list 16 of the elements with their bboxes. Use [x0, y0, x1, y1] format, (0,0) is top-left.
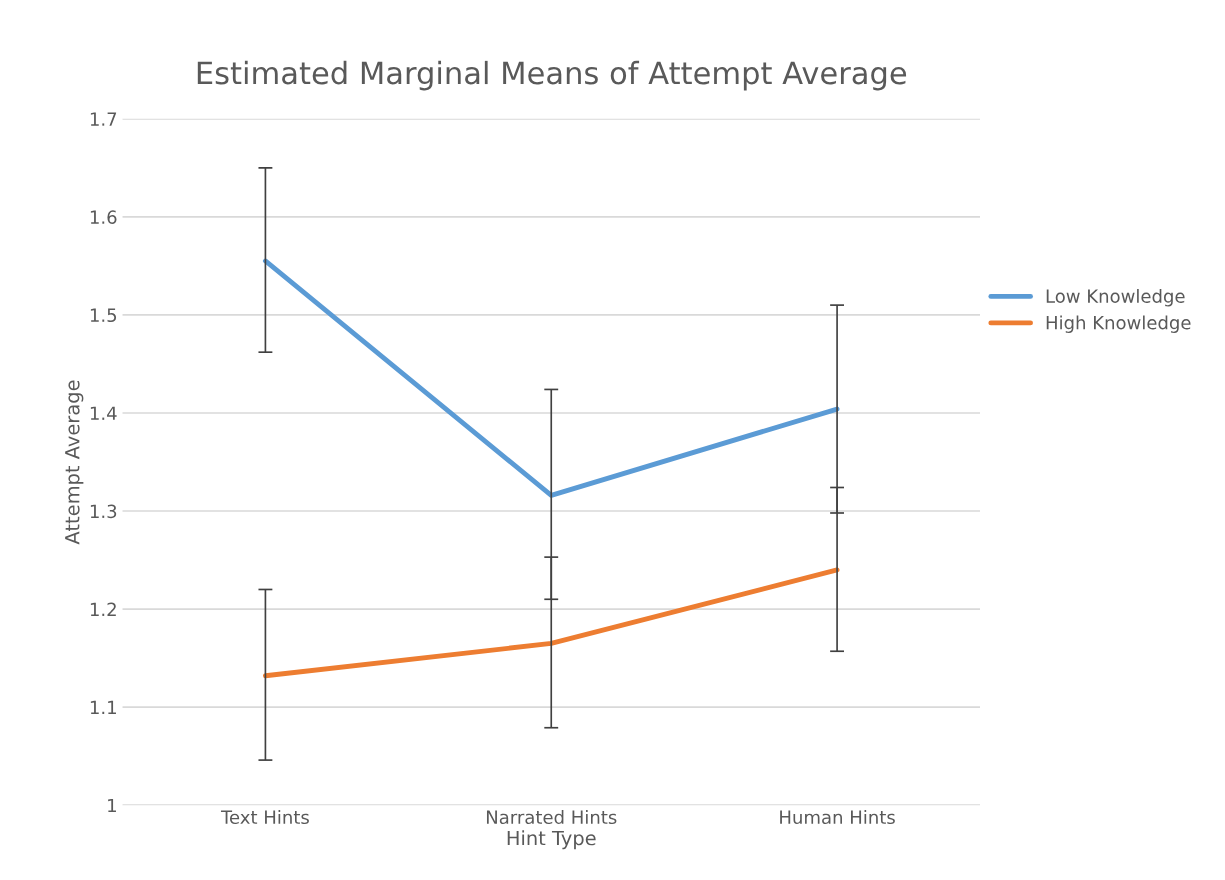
legend-label: Low Knowledge [1046, 289, 1185, 307]
x-tick-label: Text Hints [220, 810, 309, 825]
y-tick-label: 1 [108, 798, 116, 813]
x-axis-title: Hint Type [507, 830, 596, 850]
y-tick-label: 1.4 [90, 406, 117, 420]
x-tick-label: Human Hints [780, 810, 895, 825]
y-axis-title: Attempt Average [65, 380, 84, 545]
y-tick-label: 1.5 [90, 308, 117, 323]
chart-title: Estimated Marginal Means of Attempt Average [197, 60, 907, 91]
y-tick-label: 1.2 [90, 602, 116, 616]
y-tick-label: 1.6 [90, 210, 117, 224]
legend-label: High Knowledge [1046, 315, 1191, 333]
y-tick-label: 1.7 [90, 112, 117, 126]
y-tick-label: 1.1 [90, 700, 116, 714]
y-tick-label: 1.3 [90, 504, 117, 519]
x-tick-label: Narrated Hints [486, 810, 617, 825]
